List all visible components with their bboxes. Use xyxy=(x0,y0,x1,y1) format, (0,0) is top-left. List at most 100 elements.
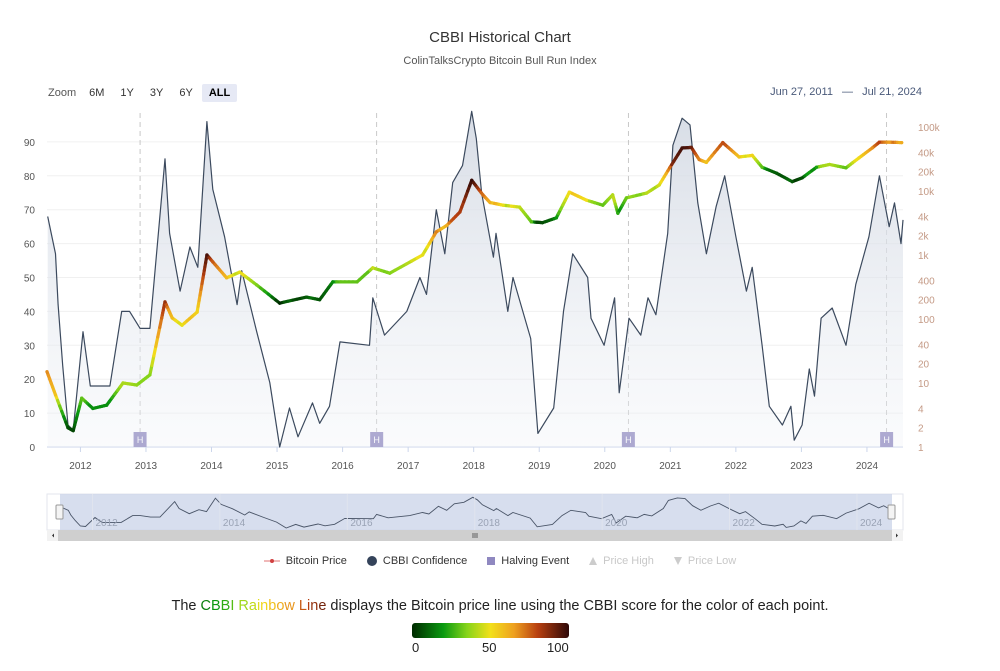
bitcoin-price-point[interactable] xyxy=(601,203,605,207)
bitcoin-price-point[interactable] xyxy=(870,146,874,150)
bitcoin-price-point[interactable] xyxy=(501,203,505,207)
bitcoin-price-point[interactable] xyxy=(434,230,438,234)
bitcoin-price-point[interactable] xyxy=(584,198,589,202)
x-tick-label: 2014 xyxy=(200,461,223,472)
bitcoin-price-point[interactable] xyxy=(331,280,335,284)
bitcoin-price-point[interactable] xyxy=(148,373,152,377)
navigator-selected-range[interactable] xyxy=(60,494,892,530)
bitcoin-price-point[interactable] xyxy=(657,183,661,187)
bitcoin-price-point[interactable] xyxy=(481,193,485,197)
bitcoin-price-point[interactable] xyxy=(304,295,309,299)
bitcoin-price-point[interactable] xyxy=(170,316,174,320)
bitcoin-price-point[interactable] xyxy=(458,210,462,214)
bitcoin-price-point[interactable] xyxy=(800,176,804,180)
bitcoin-price-point[interactable] xyxy=(488,200,492,205)
bitcoin-price-point[interactable] xyxy=(80,396,84,400)
bitcoin-price-point[interactable] xyxy=(255,283,259,287)
bitcoin-price-point[interactable] xyxy=(760,165,764,169)
bitcoin-price-point[interactable] xyxy=(721,141,725,145)
bitcoin-price-point[interactable] xyxy=(91,406,95,411)
bitcoin-price-point[interactable] xyxy=(844,166,848,170)
zoom-6m-button[interactable]: 6M xyxy=(89,87,105,99)
bitcoin-price-point[interactable] xyxy=(135,383,139,387)
caption-highlight: CBBI Rainbow Line xyxy=(200,598,326,614)
bitcoin-price-point[interactable] xyxy=(224,276,229,280)
legend-halving-event[interactable]: Halving Event xyxy=(487,555,569,567)
zoom-3y-button[interactable]: 3Y xyxy=(149,87,164,99)
legend-price-low[interactable]: Price Low xyxy=(673,555,736,567)
bitcoin-price-point[interactable] xyxy=(645,191,649,195)
legend-price-high[interactable]: Price High xyxy=(589,555,654,567)
bitcoin-price-point[interactable] xyxy=(53,393,58,397)
bitcoin-price-point[interactable] xyxy=(388,271,392,275)
bitcoin-price-point[interactable] xyxy=(211,260,215,264)
bitcoin-price-point[interactable] xyxy=(195,310,199,314)
bitcoin-price-point[interactable] xyxy=(554,216,558,220)
scroll-right-icon[interactable] xyxy=(896,533,898,538)
bitcoin-price-point[interactable] xyxy=(540,221,545,225)
bitcoin-price-point[interactable] xyxy=(857,156,861,160)
bitcoin-price-point[interactable] xyxy=(814,165,819,169)
bitcoin-price-point[interactable] xyxy=(689,145,693,150)
bitcoin-price-point[interactable] xyxy=(567,190,571,194)
bitcoin-price-point[interactable] xyxy=(160,316,164,320)
caption-highlight-letter: B xyxy=(210,598,221,614)
cbbi-confidence-line[interactable] xyxy=(47,110,904,448)
bitcoin-price-point[interactable] xyxy=(445,223,449,228)
navigator-tick-label: 2020 xyxy=(605,518,628,529)
navigator-tick-label: 2018 xyxy=(478,518,501,529)
bitcoin-price-point[interactable] xyxy=(750,153,754,157)
cbbi-confidence-area xyxy=(47,111,903,448)
colorbar-label-50: 50 xyxy=(482,640,497,655)
bitcoin-price-point[interactable] xyxy=(887,140,891,144)
bitcoin-price-point[interactable] xyxy=(355,280,359,284)
bitcoin-price-point[interactable] xyxy=(624,196,629,200)
navigator-right-handle[interactable] xyxy=(887,504,896,520)
zoom-all-button[interactable]: ALL xyxy=(201,84,238,102)
bitcoin-price-point[interactable] xyxy=(201,276,205,280)
bitcoin-price-point[interactable] xyxy=(205,253,209,257)
range-from-input[interactable]: Jun 27, 2011 xyxy=(770,86,833,98)
bitcoin-price-point[interactable] xyxy=(827,162,832,167)
bitcoin-price-point[interactable] xyxy=(704,160,708,164)
bitcoin-price-point[interactable] xyxy=(238,270,242,274)
bitcoin-price-point[interactable] xyxy=(668,166,672,170)
bitcoin-price-point[interactable] xyxy=(616,211,620,215)
bitcoin-price-point[interactable] xyxy=(774,171,779,175)
bitcoin-price-point[interactable] xyxy=(278,301,282,305)
bitcoin-price-point[interactable] xyxy=(611,193,615,197)
bitcoin-price-point[interactable] xyxy=(737,155,741,159)
bitcoin-price-point[interactable] xyxy=(697,157,701,162)
zoom-1y-button[interactable]: 1Y xyxy=(120,87,134,99)
bitcoin-price-point[interactable] xyxy=(163,300,167,304)
bitcoin-price-point[interactable] xyxy=(66,426,70,430)
legend-bitcoin-price[interactable]: Bitcoin Price xyxy=(263,555,347,567)
bitcoin-price-point[interactable] xyxy=(371,266,375,270)
zoom-6y-button[interactable]: 6Y xyxy=(179,87,193,99)
left-tick-label: 90 xyxy=(24,138,36,149)
legend-cbbi-confidence[interactable]: CBBI Confidence xyxy=(366,555,467,567)
bitcoin-price-point[interactable] xyxy=(121,381,125,385)
navigator-left-handle[interactable] xyxy=(55,504,64,520)
bitcoin-price-point[interactable] xyxy=(318,298,322,302)
caption-highlight-letter: e xyxy=(318,598,327,614)
bitcoin-price-point[interactable] xyxy=(680,146,684,150)
bitcoin-price-point[interactable] xyxy=(71,429,75,433)
circle-icon xyxy=(366,556,377,566)
bitcoin-price-point[interactable] xyxy=(420,253,425,257)
bitcoin-price-point[interactable] xyxy=(470,178,474,182)
bitcoin-price-point[interactable] xyxy=(900,141,904,145)
line-marker-icon xyxy=(263,559,280,563)
range-to-input[interactable]: Jul 21, 2024 xyxy=(862,86,922,98)
chart-legend: Bitcoin Price CBBI Confidence Halving Ev… xyxy=(0,555,1000,567)
bitcoin-price-point[interactable] xyxy=(105,403,109,407)
right-tick-label: 4 xyxy=(918,404,924,415)
bitcoin-price-point[interactable] xyxy=(529,220,533,224)
navigator-series xyxy=(60,496,893,529)
scroll-left-icon[interactable] xyxy=(52,533,54,538)
bitcoin-price-point[interactable] xyxy=(45,370,49,374)
bitcoin-price-point[interactable] xyxy=(877,140,882,144)
bitcoin-price-point[interactable] xyxy=(180,323,184,327)
bitcoin-price-point[interactable] xyxy=(790,180,794,184)
bitcoin-price-point[interactable] xyxy=(517,205,522,209)
